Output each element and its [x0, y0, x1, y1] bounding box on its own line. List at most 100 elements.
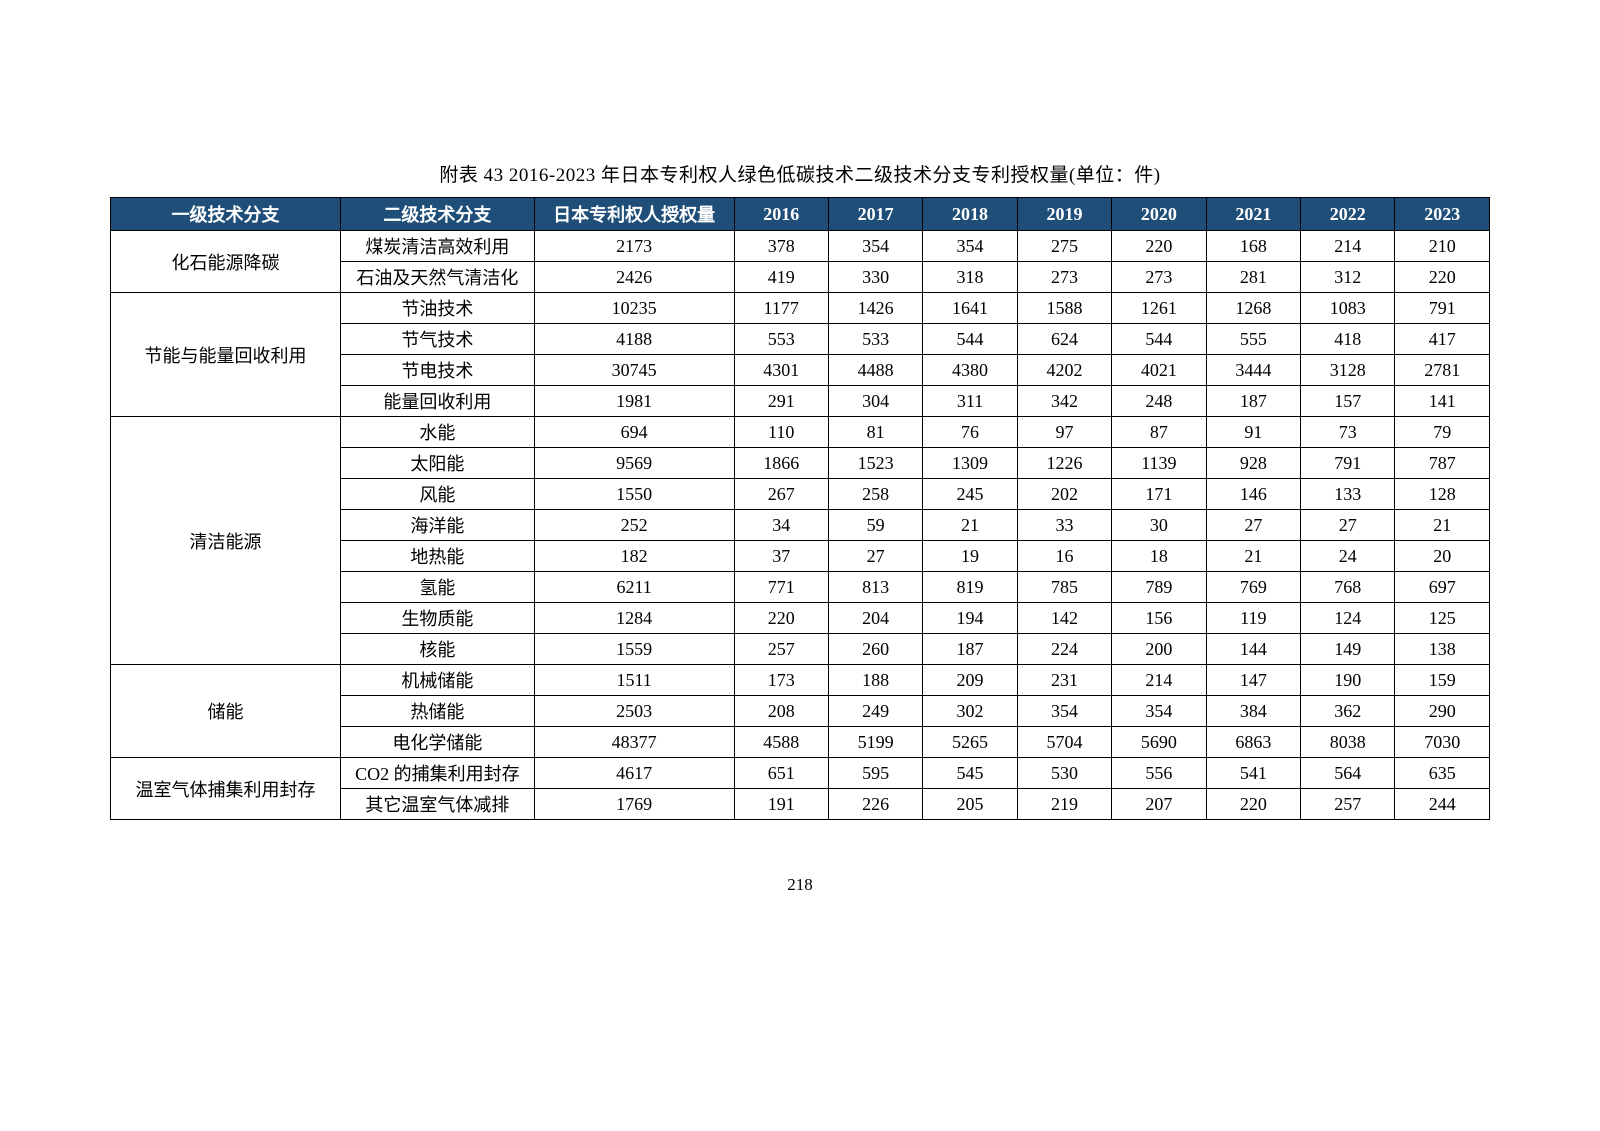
cell-year: 245	[923, 479, 1017, 510]
cell-year: 226	[828, 789, 922, 820]
cell-year: 146	[1206, 479, 1300, 510]
cell-l1: 温室气体捕集利用封存	[111, 758, 341, 820]
cell-year: 378	[734, 231, 828, 262]
cell-year: 624	[1017, 324, 1111, 355]
cell-year: 417	[1395, 324, 1490, 355]
col-2020: 2020	[1112, 198, 1206, 231]
cell-year: 220	[1395, 262, 1490, 293]
cell-year: 635	[1395, 758, 1490, 789]
cell-year: 214	[1301, 231, 1395, 262]
col-l2: 二级技术分支	[341, 198, 535, 231]
cell-year: 281	[1206, 262, 1300, 293]
cell-year: 5690	[1112, 727, 1206, 758]
cell-year: 4021	[1112, 355, 1206, 386]
cell-l2: 其它温室气体减排	[341, 789, 535, 820]
cell-year: 362	[1301, 696, 1395, 727]
cell-year: 144	[1206, 634, 1300, 665]
cell-l2: 电化学储能	[341, 727, 535, 758]
cell-year: 79	[1395, 417, 1490, 448]
col-2021: 2021	[1206, 198, 1300, 231]
cell-year: 545	[923, 758, 1017, 789]
cell-year: 21	[923, 510, 1017, 541]
cell-year: 2781	[1395, 355, 1490, 386]
cell-year: 219	[1017, 789, 1111, 820]
cell-l2: 石油及天然气清洁化	[341, 262, 535, 293]
cell-year: 3128	[1301, 355, 1395, 386]
table-row: 储能机械储能1511173188209231214147190159	[111, 665, 1490, 696]
cell-year: 208	[734, 696, 828, 727]
cell-year: 791	[1395, 293, 1490, 324]
cell-year: 125	[1395, 603, 1490, 634]
cell-year: 214	[1112, 665, 1206, 696]
cell-year: 769	[1206, 572, 1300, 603]
cell-total: 2173	[534, 231, 734, 262]
cell-year: 4380	[923, 355, 1017, 386]
cell-year: 110	[734, 417, 828, 448]
cell-total: 48377	[534, 727, 734, 758]
cell-l2: 地热能	[341, 541, 535, 572]
cell-total: 9569	[534, 448, 734, 479]
cell-year: 789	[1112, 572, 1206, 603]
cell-year: 555	[1206, 324, 1300, 355]
cell-year: 1309	[923, 448, 1017, 479]
cell-total: 1511	[534, 665, 734, 696]
col-l1: 一级技术分支	[111, 198, 341, 231]
cell-year: 354	[1112, 696, 1206, 727]
cell-year: 97	[1017, 417, 1111, 448]
cell-year: 194	[923, 603, 1017, 634]
cell-year: 544	[1112, 324, 1206, 355]
cell-year: 200	[1112, 634, 1206, 665]
cell-l2: 节气技术	[341, 324, 535, 355]
cell-l2: 机械储能	[341, 665, 535, 696]
cell-year: 76	[923, 417, 1017, 448]
cell-year: 204	[828, 603, 922, 634]
cell-total: 4188	[534, 324, 734, 355]
col-2016: 2016	[734, 198, 828, 231]
cell-year: 5199	[828, 727, 922, 758]
cell-year: 249	[828, 696, 922, 727]
col-2018: 2018	[923, 198, 1017, 231]
cell-year: 290	[1395, 696, 1490, 727]
cell-l2: 热储能	[341, 696, 535, 727]
cell-year: 220	[1206, 789, 1300, 820]
cell-year: 5704	[1017, 727, 1111, 758]
cell-year: 244	[1395, 789, 1490, 820]
cell-l2: 能量回收利用	[341, 386, 535, 417]
cell-year: 210	[1395, 231, 1490, 262]
cell-year: 791	[1301, 448, 1395, 479]
cell-year: 1177	[734, 293, 828, 324]
cell-year: 651	[734, 758, 828, 789]
cell-year: 530	[1017, 758, 1111, 789]
cell-year: 260	[828, 634, 922, 665]
table-row: 化石能源降碳煤炭清洁高效利用21733783543542752201682142…	[111, 231, 1490, 262]
cell-year: 159	[1395, 665, 1490, 696]
cell-l1: 节能与能量回收利用	[111, 293, 341, 417]
cell-year: 1426	[828, 293, 922, 324]
cell-total: 1981	[534, 386, 734, 417]
cell-year: 342	[1017, 386, 1111, 417]
table-row: 温室气体捕集利用封存CO2 的捕集利用封存4617651595545530556…	[111, 758, 1490, 789]
cell-year: 771	[734, 572, 828, 603]
cell-year: 1083	[1301, 293, 1395, 324]
cell-year: 16	[1017, 541, 1111, 572]
cell-year: 1261	[1112, 293, 1206, 324]
cell-year: 21	[1395, 510, 1490, 541]
cell-year: 33	[1017, 510, 1111, 541]
cell-total: 30745	[534, 355, 734, 386]
cell-year: 258	[828, 479, 922, 510]
cell-year: 4488	[828, 355, 922, 386]
cell-total: 2503	[534, 696, 734, 727]
cell-l2: 节油技术	[341, 293, 535, 324]
col-2017: 2017	[828, 198, 922, 231]
cell-year: 24	[1301, 541, 1395, 572]
cell-year: 30	[1112, 510, 1206, 541]
cell-year: 73	[1301, 417, 1395, 448]
cell-total: 1550	[534, 479, 734, 510]
cell-l2: 太阳能	[341, 448, 535, 479]
cell-year: 171	[1112, 479, 1206, 510]
cell-l2: CO2 的捕集利用封存	[341, 758, 535, 789]
cell-year: 124	[1301, 603, 1395, 634]
cell-year: 312	[1301, 262, 1395, 293]
cell-year: 128	[1395, 479, 1490, 510]
cell-l2: 风能	[341, 479, 535, 510]
